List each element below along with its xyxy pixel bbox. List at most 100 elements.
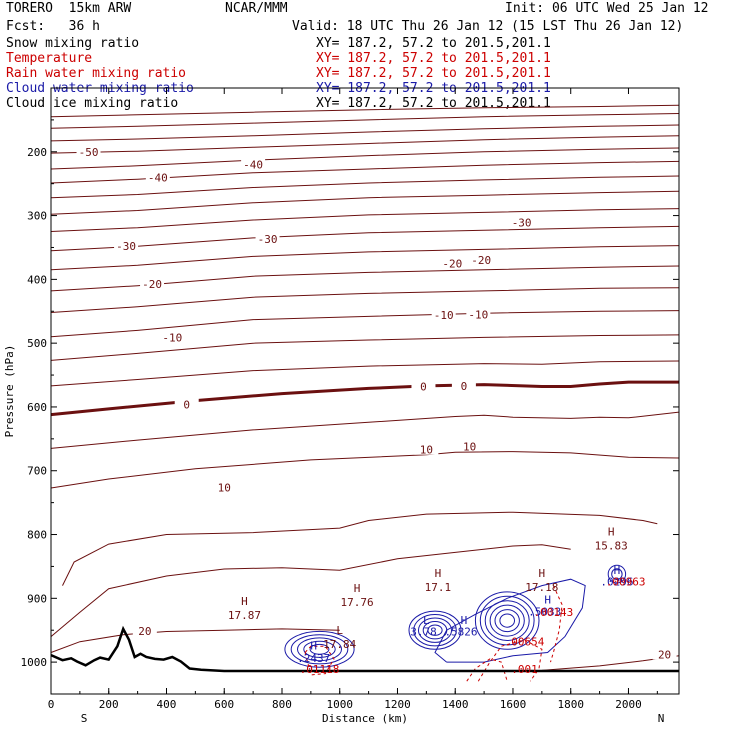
contour-label-bg-5	[509, 215, 534, 228]
extremum-value-2: 17.1	[425, 581, 452, 594]
rain-label-1: .00654	[505, 636, 545, 649]
cloud-contour-0-0	[284, 630, 355, 668]
extremum-value-1: 17.76	[340, 596, 373, 609]
temperature-contours	[50, 104, 680, 671]
chart-labels: -50 -40 -40 -30 -30 -30 -20 -20 -20 -10 -10 -10 0 0 0 1…	[76, 144, 677, 676]
cloud-contour-1-4	[427, 624, 443, 636]
contour-label-bg-14	[451, 378, 476, 391]
cloud-contour-1-1	[413, 614, 457, 647]
y-tick-label-500: 500	[27, 337, 47, 350]
contour-label-17: 10	[218, 481, 231, 494]
isotherm-2	[50, 124, 680, 142]
x-tick-label-0: 0	[48, 698, 55, 711]
contour-label-bg-19	[652, 647, 677, 660]
x-tick-label-2000: 2000	[615, 698, 642, 711]
field-name-rain: Rain water mixing ratio	[6, 66, 187, 81]
field-xy-snow: XY= 187.2, 57.2 to 201.5,201.1	[316, 36, 551, 51]
contour-label-18: 20	[138, 625, 151, 638]
cloud-label-9: .0296	[600, 576, 633, 589]
isotherm-7	[50, 190, 680, 215]
isotherm-19	[62, 511, 658, 586]
isotherm-13	[50, 310, 680, 338]
extremum-marker-2: H	[435, 567, 442, 580]
y-tick-label-300: 300	[27, 210, 47, 223]
terrain-line	[50, 625, 679, 673]
extremum-value-4: 15.83	[595, 540, 628, 553]
x-tick-label-1000: 1000	[326, 698, 353, 711]
plot-frame	[50, 87, 680, 695]
contour-label-bg-13	[411, 379, 436, 392]
isotherm-16	[50, 380, 679, 417]
terrain-profile	[50, 625, 679, 673]
y-tick-label-1000: 1000	[21, 656, 48, 669]
contour-label-bg-17	[212, 480, 237, 493]
cloud-water-contours	[284, 564, 627, 668]
x-tick-label-1800: 1800	[557, 698, 584, 711]
contour-label-bg-2	[241, 157, 266, 170]
extremum-value-0: 17.87	[228, 609, 261, 622]
x-tick-label-1600: 1600	[500, 698, 527, 711]
cloud-contour-3-1	[611, 568, 623, 580]
cloud-contour-0-4	[309, 643, 330, 655]
field-xy-temperature: XY= 187.2, 57.2 to 201.5,201.1	[316, 51, 551, 66]
isotherm-18	[50, 451, 680, 489]
isotherm-1	[50, 113, 680, 129]
isotherm-21	[50, 628, 340, 653]
valid-time: Valid: 18 UTC Thu 26 Jan 12 (15 LST Thu …	[292, 19, 684, 34]
extremum-marker-4: H	[608, 526, 615, 539]
plot-axes: 0 200 400 600 800 1000 1200 1400 1600 1800 2000200…	[3, 87, 680, 725]
init-time: Init: 06 UTC Wed 25 Jan 12	[505, 1, 709, 16]
field-name-temperature: Temperature	[6, 51, 93, 66]
y-tick-label-800: 800	[27, 529, 47, 542]
contour-label-14: 0	[461, 380, 468, 393]
cloud-label-1: .2437	[297, 652, 330, 665]
rain-label-2: .001	[511, 663, 538, 676]
cloud-label-3: 3.78	[410, 625, 437, 638]
cloud-label-7: .5033	[528, 606, 561, 619]
cloud-contour-2-2	[484, 600, 530, 641]
x-axis-label: Distance (km)	[322, 712, 408, 725]
cloud-contour-2-4	[494, 609, 520, 633]
cloud-contour-0-3	[303, 640, 336, 658]
x-tick-label-1400: 1400	[442, 698, 469, 711]
extremum-value-5: 17.84	[323, 638, 356, 651]
contour-label-bg-9	[160, 330, 185, 343]
contour-label-1: -40	[148, 171, 168, 184]
cloud-envelope-contour	[434, 578, 586, 663]
cloud-contour-0-1	[290, 634, 349, 665]
cloud-label-8: H	[614, 564, 621, 577]
y-tick-label-600: 600	[27, 401, 47, 414]
cloud-contour-2-1	[479, 595, 535, 646]
contour-label-5: -30	[512, 217, 532, 230]
extremum-marker-5: L	[336, 624, 343, 637]
isotherm-10	[50, 245, 680, 271]
isotherm-3	[50, 135, 680, 154]
cloud-contour-1-0	[408, 610, 462, 650]
isotherm-5	[50, 160, 680, 184]
x-tick-label-800: 800	[272, 698, 292, 711]
y-tick-label-200: 200	[27, 146, 47, 159]
south-end-label: S	[81, 712, 88, 725]
cloud-contour-1-2	[418, 617, 452, 643]
extremum-marker-0: H	[241, 595, 248, 608]
isotherm-11	[50, 265, 680, 292]
contour-label-13: 0	[420, 381, 427, 394]
contour-label-4: -30	[258, 233, 278, 246]
contour-label-bg-12	[174, 397, 199, 410]
cloud-label-4: H	[461, 614, 468, 627]
extremum-marker-1: H	[354, 582, 361, 595]
contour-label-0: -50	[79, 146, 99, 159]
contour-label-11: -10	[468, 308, 488, 321]
rain-contour-2	[550, 585, 563, 663]
cloud-contour-0-2	[297, 637, 342, 662]
cloud-contour-2-3	[489, 604, 525, 637]
field-xy-rain: XY= 187.2, 57.2 to 201.5,201.1	[316, 66, 551, 81]
contour-label-bg-3	[114, 239, 139, 252]
contour-label-bg-16	[457, 439, 482, 452]
contour-label-19: 20	[658, 648, 671, 661]
cloud-label-6: H	[544, 593, 551, 606]
contour-label-2: -40	[243, 159, 263, 172]
contour-label-bg-18	[132, 623, 157, 636]
center-label: NCAR/MMM	[225, 1, 288, 16]
